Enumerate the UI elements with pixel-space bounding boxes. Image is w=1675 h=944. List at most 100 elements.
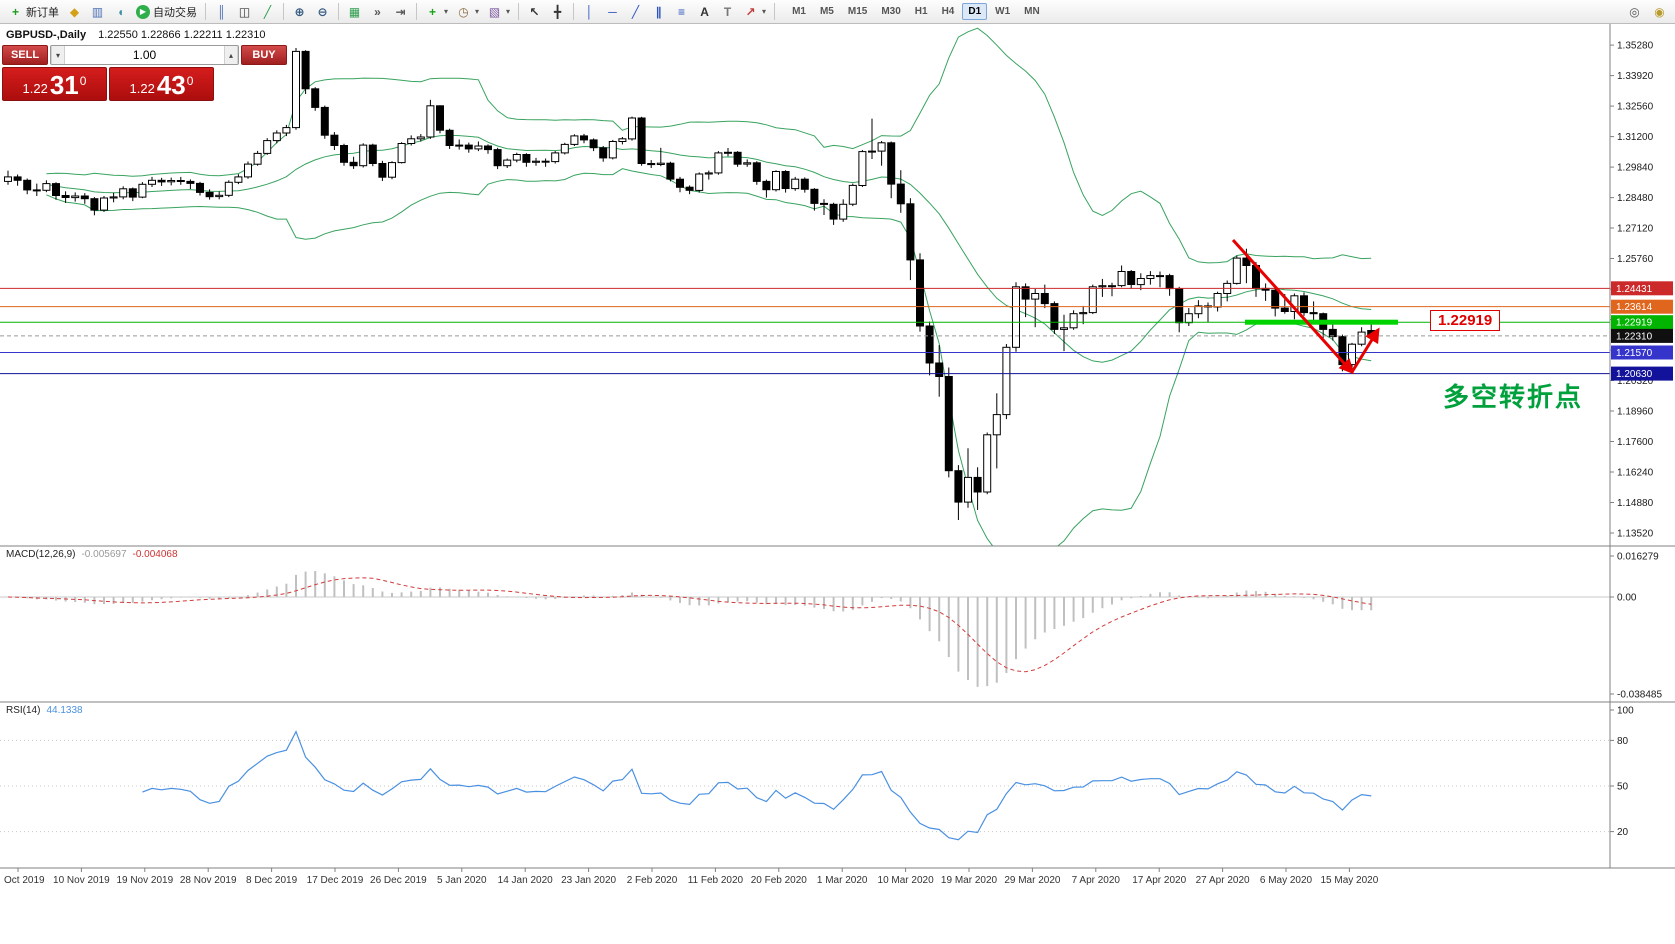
template-icon: ▧: [488, 4, 501, 19]
price-axis-label: 1.32560: [1617, 102, 1654, 113]
zoom-in-icon: ⊕: [294, 4, 305, 19]
dropdown-caret-icon: ▾: [475, 7, 480, 16]
candlestick-chart-button[interactable]: ◫: [233, 2, 256, 22]
timeframe-m5-button[interactable]: M5: [819, 6, 834, 17]
date-axis[interactable]: Oct 2019 10 Nov 2019 19 Nov 2019 28 Nov 201…: [4, 868, 1379, 886]
timeframe-m1-button[interactable]: M1: [792, 6, 806, 17]
bar-chart-button[interactable]: ║: [210, 2, 233, 22]
turning-point-annotation[interactable]: 多空转折点: [1443, 382, 1584, 412]
trendline-button[interactable]: ╱: [624, 2, 647, 22]
buy-button[interactable]: BUY: [241, 45, 287, 65]
rsi-panel[interactable]: [0, 730, 1610, 841]
bars-icon: ║: [217, 4, 226, 19]
volume-down-icon[interactable]: ▾: [51, 46, 65, 64]
equidistant-channel-button[interactable]: ∥: [647, 2, 670, 22]
timeframe-h4-button[interactable]: H4: [941, 6, 955, 17]
rsi-axis-label: 50: [1617, 782, 1629, 793]
price-level-badge: [1611, 328, 1673, 343]
new-order-button[interactable]: + 新订单: [4, 2, 63, 22]
toolbar-separator: [205, 3, 206, 20]
price-axis[interactable]: 1.35280 1.33920 1.32560 1.31200 1.29840 1.284…: [1610, 41, 1673, 540]
date-axis-label: 27 Apr 2020: [1196, 875, 1250, 886]
text-label-button[interactable]: T: [716, 2, 739, 22]
rsi-axis[interactable]: 100 80 50 20: [1610, 706, 1634, 839]
text-icon: A: [700, 4, 709, 19]
line-chart-button[interactable]: ╱: [256, 2, 279, 22]
autotrading-icon: ▶: [136, 4, 150, 19]
macd-axis-label: -0.038485: [1617, 690, 1662, 701]
price-level-badge: [1611, 345, 1673, 360]
volume-input[interactable]: [65, 46, 224, 64]
support-highlight-segment[interactable]: [1245, 319, 1398, 325]
rsi-name: RSI(14): [6, 705, 41, 716]
rsi-indicator-label: RSI(14) 44.1338: [6, 705, 83, 716]
volume-up-icon[interactable]: ▴: [224, 46, 238, 64]
sell-button[interactable]: SELL: [2, 45, 48, 65]
fibonacci-button[interactable]: ≡: [670, 2, 693, 22]
zoom-out-button[interactable]: ⊖: [311, 2, 334, 22]
auto-scroll-button[interactable]: »: [366, 2, 389, 22]
rsi-axis-label: 80: [1617, 736, 1629, 747]
toolbar-separator: [338, 3, 339, 20]
metaeditor-icon: ◆: [69, 4, 80, 19]
buy-price-button[interactable]: 1.22 43 0: [109, 67, 214, 101]
date-axis-label: 29 Mar 2020: [1004, 875, 1061, 886]
date-axis-label: 17 Apr 2020: [1132, 875, 1186, 886]
autotrading-button[interactable]: ▶ 自动交易: [132, 2, 201, 22]
community-icon: ◉: [1654, 4, 1665, 19]
arrows-button[interactable]: ↗ ▾: [739, 2, 770, 22]
toolbar-separator: [573, 3, 575, 20]
support-level-callout[interactable]: 1.22919: [1430, 310, 1501, 331]
chart-title: GBPUSD-,Daily 1.22550 1.22866 1.22211 1.2…: [6, 29, 265, 41]
price-level-badge-text: 1.24431: [1616, 284, 1653, 295]
timeframe-m30-button[interactable]: M30: [881, 6, 901, 17]
price-axis-label: 1.25760: [1617, 254, 1654, 265]
buy-price-pips: 43: [156, 69, 186, 100]
cursor-button[interactable]: ↖: [523, 2, 546, 22]
macd-panel[interactable]: [0, 571, 1610, 687]
date-axis-label: 14 Jan 2020: [498, 875, 553, 886]
timeframe-h1-button[interactable]: H1: [914, 6, 928, 17]
zoom-out-icon: ⊖: [317, 4, 328, 19]
rsi-axis-label: 20: [1617, 827, 1629, 838]
templates-button[interactable]: ▧ ▾: [483, 2, 514, 22]
price-axis-label: 1.16240: [1617, 468, 1654, 479]
price-level-badge-text: 1.21570: [1616, 348, 1653, 359]
metaeditor-button[interactable]: ◆: [63, 2, 86, 22]
trend-arrow-annotation[interactable]: [1231, 238, 1380, 375]
macd-indicator-label: MACD(12,26,9) -0.005697 -0.004068: [6, 549, 178, 560]
horizontal-line-button[interactable]: ─: [601, 2, 624, 22]
price-axis-label: 1.13520: [1617, 528, 1654, 539]
macd-axis-label: 0.016279: [1617, 552, 1659, 563]
community-button[interactable]: ◉: [1648, 2, 1671, 22]
timeframe-m15-button[interactable]: M15: [847, 6, 868, 17]
timeframe-w1-button[interactable]: W1: [995, 6, 1011, 17]
crosshair-button[interactable]: ╋: [546, 2, 569, 22]
candlesticks: [4, 48, 1376, 520]
hline-icon: ─: [608, 4, 617, 19]
price-level-lines[interactable]: [0, 287, 1610, 375]
sound-alert-button[interactable]: ◖: [109, 2, 132, 22]
text-button[interactable]: A: [693, 2, 716, 22]
market-watch-button[interactable]: ▥: [86, 2, 109, 22]
zoom-in-button[interactable]: ⊕: [288, 2, 311, 22]
price-level-badge-text: 1.23614: [1616, 302, 1653, 313]
chart-shift-button[interactable]: ⇥: [389, 2, 412, 22]
grid-button[interactable]: ▦: [343, 2, 366, 22]
date-axis-label: 11 Feb 2020: [688, 875, 744, 886]
indicators-button[interactable]: + ▾: [421, 2, 452, 22]
macd-axis-label: 0.00: [1617, 593, 1637, 604]
search-button[interactable]: ◎: [1623, 2, 1646, 22]
label-icon: T: [723, 4, 732, 19]
macd-axis[interactable]: 0.016279 0.00 -0.038485: [1610, 552, 1662, 701]
vertical-line-button[interactable]: │: [578, 2, 601, 22]
price-level-badge: [1611, 366, 1673, 381]
price-level-badge: [1611, 281, 1673, 296]
periods-button[interactable]: ◷ ▾: [452, 2, 483, 22]
timeframe-d1-button[interactable]: D1: [962, 3, 988, 20]
timeframe-mn-button[interactable]: MN: [1024, 6, 1040, 17]
sell-price-button[interactable]: 1.22 31 0: [2, 67, 107, 101]
